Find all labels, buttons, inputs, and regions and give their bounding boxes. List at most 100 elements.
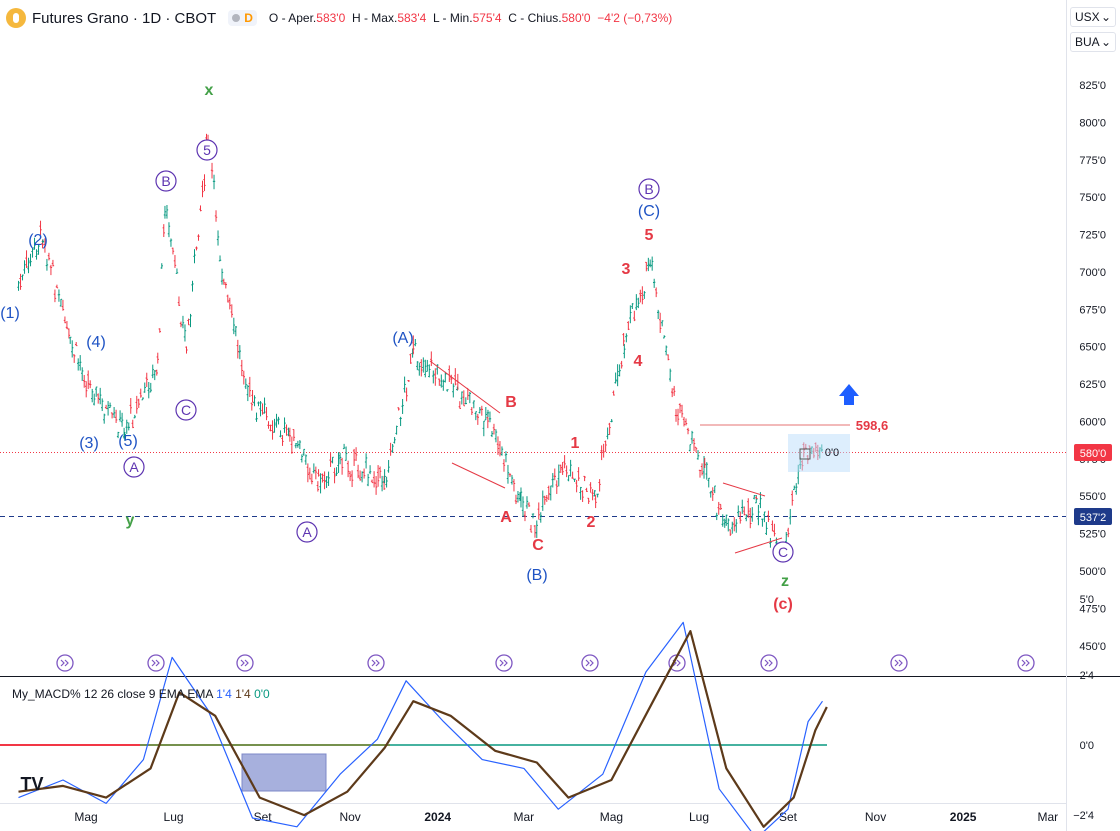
- ohlc-bar: [108, 402, 112, 409]
- unit-select[interactable]: BUA ⌄: [1070, 32, 1116, 52]
- ohlc-bar: [698, 469, 702, 478]
- price-tick-label: 825'0: [1079, 80, 1106, 92]
- ohlc-bar: [214, 210, 218, 222]
- ohlc-bar: [460, 391, 464, 405]
- wave-label-purple-circle: [296, 521, 318, 543]
- interval-badge[interactable]: D: [228, 10, 257, 26]
- ohlc-bar: [267, 421, 270, 429]
- ohlc-bar: [127, 422, 130, 431]
- time-tick-label: Lug: [689, 810, 709, 824]
- ohlc-bar: [527, 502, 531, 507]
- ohlc-bar: [500, 446, 504, 456]
- ohlc-bar: [678, 403, 682, 414]
- symbol-title[interactable]: Futures Grano · 1D · CBOT: [32, 9, 217, 27]
- ohlc-bar: [35, 249, 38, 260]
- chevron-down-icon: ⌄: [1100, 10, 1111, 24]
- ohlc-bar: [472, 400, 476, 409]
- price-tick-label: 450'0: [1079, 641, 1106, 653]
- wave-label-red: A: [500, 509, 512, 526]
- ohlc-bar: [474, 411, 478, 421]
- ohlc-bar: [222, 278, 226, 285]
- ohlc-bar: [240, 359, 244, 377]
- ohlc-bar: [551, 473, 554, 488]
- ohlc-bar: [563, 455, 566, 469]
- ohlc-bar: [645, 261, 648, 272]
- ohlc-bar: [17, 280, 20, 291]
- ohlc-bar: [426, 359, 429, 372]
- ohlc-bar: [664, 345, 668, 356]
- interval-letter: D: [244, 11, 253, 25]
- time-tick-label: Lug: [164, 810, 184, 824]
- ohlc-bar: [145, 372, 148, 388]
- ohlc-bar: [41, 239, 45, 244]
- currency-select[interactable]: USX ⌄: [1070, 7, 1116, 27]
- ohlc-bar: [187, 318, 190, 326]
- ohlc-bar: [175, 268, 179, 274]
- target-box-icon: [799, 448, 811, 460]
- ohlc-bar: [514, 494, 518, 505]
- ohlc-bar: [77, 358, 80, 371]
- level-badge-label: 537'2: [1080, 512, 1107, 524]
- ohlc-bar: [614, 372, 617, 384]
- ohlc-bar: [407, 379, 410, 382]
- ohlc-bar: [308, 467, 312, 480]
- ohlc-bar: [696, 450, 700, 460]
- ohlc-bar: [61, 299, 65, 311]
- triangle-pattern-2: [722, 482, 783, 554]
- macd-line: [18, 621, 823, 831]
- ohlc-bar: [761, 518, 764, 527]
- ohlc-bar: [79, 355, 82, 371]
- wave-label-red: 1: [571, 435, 580, 452]
- ohlc-bar: [19, 273, 22, 290]
- ohlc-bar: [65, 321, 69, 330]
- ohlc-bar: [382, 475, 386, 490]
- ohlc-bar: [622, 333, 625, 346]
- wave-label-blue: (A): [392, 330, 413, 347]
- wave-label-green: x: [205, 82, 214, 99]
- ohlc-bar: [763, 511, 766, 523]
- ohlc-bar: [147, 381, 150, 399]
- wave-label-blue: (B): [526, 567, 547, 584]
- ohlc-bar: [723, 518, 726, 528]
- ohlc-bar: [608, 422, 611, 436]
- ohlc-bar: [602, 443, 605, 458]
- ohlc-bar: [516, 490, 520, 503]
- ohlc-bar: [226, 294, 230, 303]
- ohlc-bar: [329, 453, 332, 467]
- ohlc-bar: [364, 453, 368, 469]
- ohlc-values: O - Aper.583'0 H - Max.583'4 L - Min.575…: [268, 11, 673, 25]
- ohlc-bar: [97, 393, 100, 404]
- price-tick-label: 475'0: [1079, 603, 1106, 615]
- signal-line: [18, 630, 828, 828]
- ohlc-bar: [559, 464, 562, 474]
- ohlc-bar: [725, 514, 728, 526]
- ohlc-bar: [319, 473, 322, 494]
- ohlc-bar: [185, 346, 188, 354]
- ohlc-bar: [281, 435, 284, 446]
- ohlc-bar: [508, 473, 512, 478]
- ohlc-bar: [729, 529, 732, 536]
- ohlc-bar: [143, 382, 146, 393]
- ohlc-bar: [470, 406, 474, 416]
- ohlc-bar: [715, 512, 718, 521]
- wave-label-red: 3: [622, 261, 631, 278]
- ohlc-bar: [85, 381, 88, 398]
- ohlc-bar: [486, 409, 490, 417]
- ohlc-bar: [440, 374, 443, 388]
- ohlc-bar: [757, 504, 760, 526]
- ohlc-bar: [89, 380, 92, 389]
- price-tick-label: 650'0: [1079, 342, 1106, 354]
- ohlc-bar: [374, 476, 378, 495]
- ohlc-bar: [409, 353, 412, 364]
- ohlc-bar: [547, 485, 550, 501]
- time-tick-label: Mag: [600, 810, 623, 824]
- ohlc-bar: [101, 398, 104, 412]
- ohlc-bar: [604, 440, 607, 452]
- ohlc-bar: [151, 364, 154, 379]
- macd-legend[interactable]: My_MACD% 12 26 close 9 EMA EMA 1'4 1'4 0…: [12, 687, 270, 701]
- ohlc-bar: [183, 324, 187, 342]
- ohlc-bar: [344, 446, 348, 461]
- ohlc-bar: [749, 507, 752, 529]
- wave-label-purple-circle: [638, 178, 660, 200]
